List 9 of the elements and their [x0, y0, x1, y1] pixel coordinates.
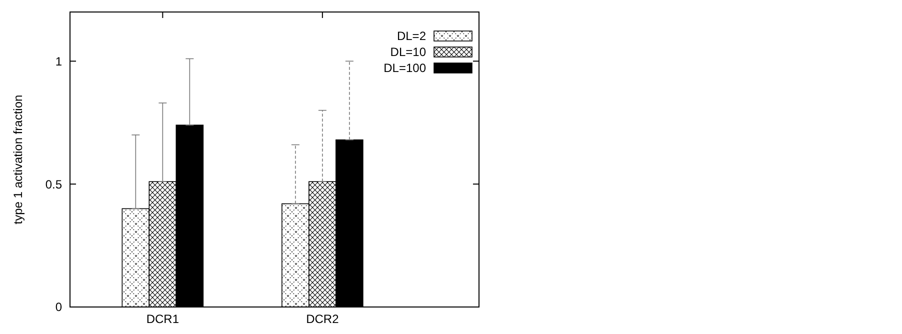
y-tick-label: 0.5 — [45, 177, 62, 192]
legend-label: DL=10 — [390, 45, 426, 60]
x-tick-label: DCR1 — [146, 312, 180, 326]
legend-label: DL=2 — [396, 29, 426, 44]
y-tick-label: 0 — [55, 300, 62, 314]
x-tick-label: DCR2 — [306, 312, 340, 326]
y-axis-title: type 1 activation fraction — [11, 94, 25, 224]
y-tick-label: 1 — [55, 54, 62, 68]
legend-label: DL=100 — [384, 61, 426, 76]
